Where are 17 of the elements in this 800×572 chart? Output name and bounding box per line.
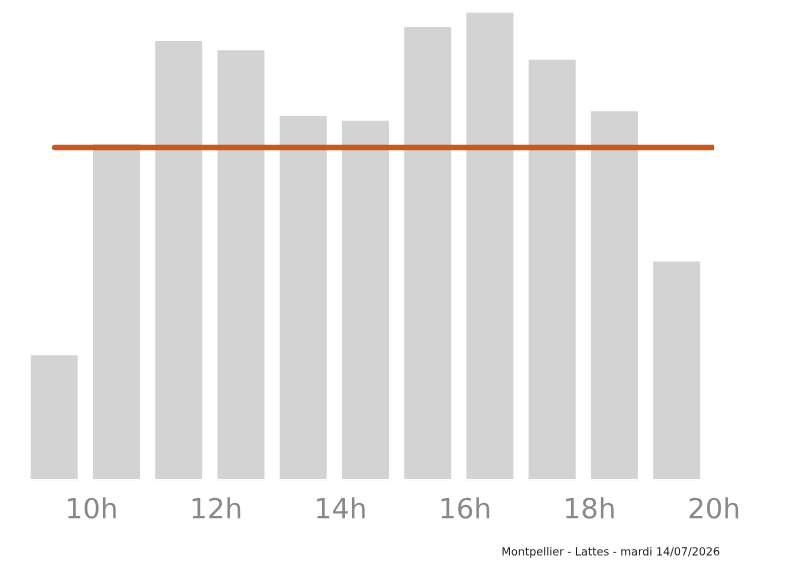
x-tick-label: 12h xyxy=(192,497,241,519)
x-tick-label: 20h xyxy=(689,497,739,519)
bar xyxy=(214,47,268,481)
bar xyxy=(90,141,143,481)
bar xyxy=(339,117,392,481)
x-tick-label: 18h xyxy=(566,497,614,519)
bar xyxy=(152,38,205,481)
bar xyxy=(650,258,703,481)
bar xyxy=(525,56,579,481)
bar xyxy=(401,24,454,481)
bar xyxy=(27,352,81,481)
bar xyxy=(588,108,641,481)
bar xyxy=(276,113,330,481)
x-tick-label: 10h xyxy=(68,497,116,519)
bar xyxy=(463,11,517,481)
x-tick-label: 16h xyxy=(441,497,490,519)
x-tick-label: 14h xyxy=(317,497,365,519)
